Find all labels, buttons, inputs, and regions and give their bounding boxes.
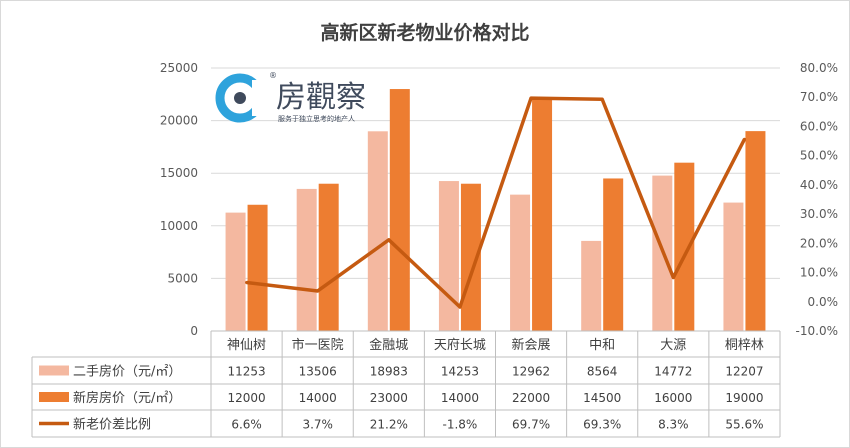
left-tick-label: 5000	[167, 271, 198, 285]
line-point	[245, 280, 249, 284]
right-tick-label: 10.0%	[800, 266, 838, 280]
data-label: -1.8%	[443, 418, 478, 432]
logo-dot-icon	[234, 92, 246, 104]
bar	[510, 194, 531, 331]
category-label: 中和	[589, 338, 615, 353]
data-label: 12000	[227, 391, 265, 405]
legend-entry: 新老价差比例	[73, 417, 151, 433]
data-label: 19000	[725, 391, 763, 405]
left-tick-label: 20000	[160, 114, 198, 128]
line-point	[671, 276, 675, 280]
right-tick-label: 50.0%	[800, 149, 838, 163]
data-label: 14000	[299, 391, 337, 405]
line-point	[600, 97, 604, 101]
logo-brand: 房觀察	[276, 80, 366, 115]
left-tick-label: 0	[190, 324, 198, 338]
data-label: 14000	[441, 391, 479, 405]
category-label: 市一医院	[292, 337, 344, 353]
data-label: 21.2%	[370, 418, 408, 432]
legend-entry: 二手房价（元/㎡）	[73, 364, 181, 380]
line-point	[316, 289, 320, 293]
data-label: 14772	[654, 365, 692, 379]
data-label: 69.7%	[512, 418, 550, 432]
right-tick-label: 70.0%	[800, 90, 838, 104]
data-label: 13506	[299, 365, 337, 379]
right-axis-ticks: -10.0% 0.0% 10.0% 20.0% 30.0% 40.0% 50.0% 60.0%…	[796, 61, 838, 338]
bar	[318, 183, 339, 331]
data-label: 14253	[441, 365, 479, 379]
bar	[674, 162, 695, 331]
bar	[581, 240, 602, 331]
left-tick-label: 15000	[160, 166, 198, 180]
right-tick-label: 80.0%	[800, 61, 838, 75]
bar	[723, 202, 744, 331]
logo-registered-mark: ®	[269, 71, 277, 80]
bar	[296, 188, 317, 331]
data-label: 8564	[587, 365, 618, 379]
bar	[225, 212, 246, 331]
right-tick-label: -10.0%	[796, 324, 838, 338]
category-label: 桐梓林	[725, 338, 764, 353]
data-label: 22000	[512, 391, 550, 405]
data-label: 12207	[725, 365, 763, 379]
data-label: 16000	[654, 391, 692, 405]
category-label: 金融城	[369, 337, 408, 353]
data-label: 11253	[227, 365, 265, 379]
data-label: 55.6%	[725, 418, 763, 432]
category-label: 神仙树	[227, 338, 266, 353]
category-label: 大源	[660, 338, 686, 353]
logo-ring-gap	[252, 80, 272, 116]
legend-entry: 新房房价（元/㎡）	[73, 390, 181, 406]
data-label: 3.7%	[302, 418, 333, 432]
right-tick-label: 30.0%	[800, 207, 838, 221]
bar	[438, 181, 459, 331]
logo-slogan: 服务于独立思考的地产人	[278, 114, 355, 123]
category-label: 新会展	[512, 337, 551, 353]
data-label: 14500	[583, 391, 621, 405]
line-point	[387, 238, 391, 242]
bar	[247, 204, 268, 331]
bar	[389, 89, 410, 331]
bar	[367, 131, 388, 331]
data-label: 69.3%	[583, 418, 621, 432]
left-tick-label: 25000	[160, 61, 198, 75]
legend-swatch	[39, 392, 69, 402]
right-tick-label: 20.0%	[800, 236, 838, 250]
line-point	[742, 137, 746, 141]
legend-swatch	[39, 365, 69, 376]
category-label: 天府长城	[434, 338, 486, 353]
bar	[603, 178, 624, 331]
data-label: 6.6%	[231, 418, 262, 432]
left-tick-label: 10000	[160, 219, 198, 233]
left-axis-ticks: 0 5000 10000 15000 20000 25000	[160, 61, 198, 338]
bar	[532, 99, 553, 331]
right-tick-label: 40.0%	[800, 178, 838, 192]
data-label: 23000	[370, 391, 408, 405]
data-label: 18983	[370, 365, 408, 379]
data-label: 8.3%	[658, 418, 689, 432]
line-point	[458, 305, 462, 309]
bars	[225, 89, 766, 331]
line-point	[529, 96, 533, 100]
data-label: 12962	[512, 365, 550, 379]
watermark-logo: ® 房觀察 服务于独立思考的地产人	[215, 71, 366, 123]
bar	[745, 131, 766, 331]
line-series	[245, 96, 746, 309]
right-tick-label: 60.0%	[800, 119, 838, 133]
right-tick-label: 0.0%	[808, 295, 839, 309]
series-line	[246, 96, 746, 309]
chart-title: 高新区新老物业价格对比	[320, 21, 529, 44]
